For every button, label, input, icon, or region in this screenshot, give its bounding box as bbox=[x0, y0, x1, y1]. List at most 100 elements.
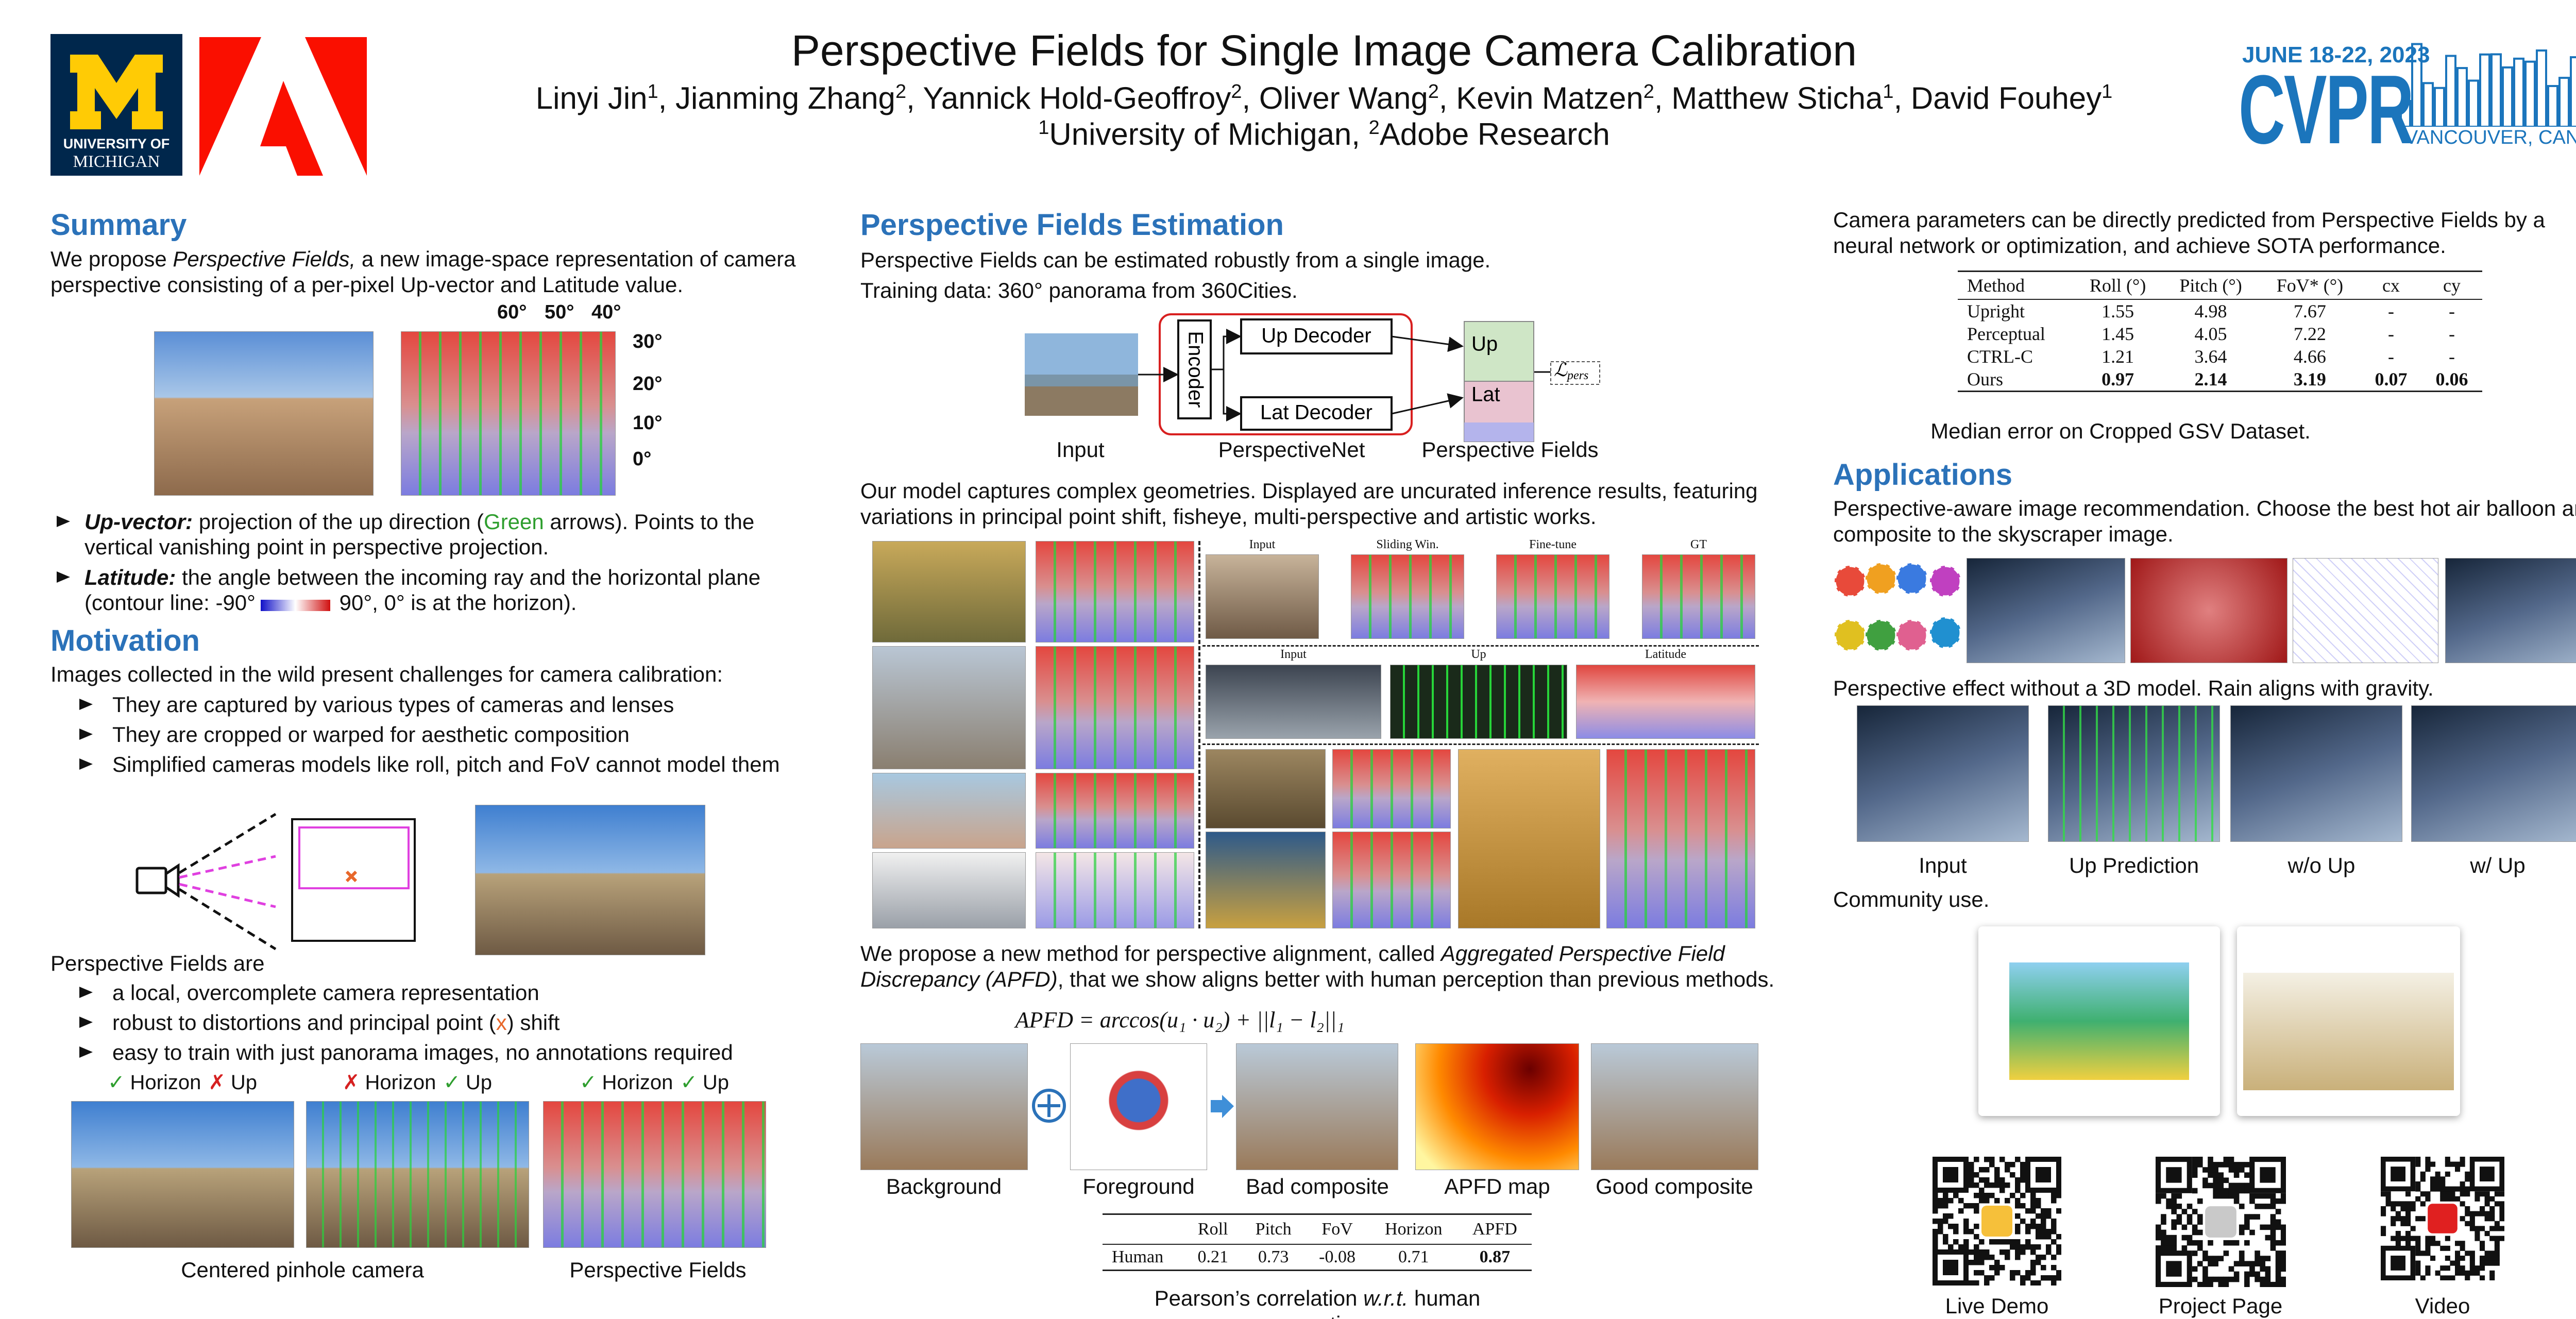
qr-module bbox=[2181, 1245, 2188, 1251]
table-cell: 4.98 bbox=[2194, 301, 2227, 322]
check-label: ✗ Horizon ✓ Up bbox=[289, 1070, 546, 1095]
qr-module bbox=[1969, 1177, 1974, 1183]
table-row: Upright 1.55 4.98 7.67 - - bbox=[1958, 299, 2482, 323]
qr-module bbox=[1969, 1249, 1974, 1255]
qr-module bbox=[1994, 1198, 2000, 1204]
qr-module bbox=[2420, 1275, 2426, 1280]
qr-module bbox=[2270, 1214, 2276, 1220]
qr-module bbox=[2228, 1266, 2234, 1272]
qr-module bbox=[2171, 1198, 2177, 1204]
qr-finder bbox=[2260, 1167, 2276, 1183]
qr-module bbox=[2385, 1196, 2391, 1202]
qr-module bbox=[2181, 1224, 2188, 1230]
table-cell: - bbox=[2448, 301, 2455, 322]
text: the angle between the incoming ray and t… bbox=[84, 565, 761, 615]
qr-module bbox=[2208, 1182, 2213, 1189]
qr-module bbox=[1979, 1255, 1985, 1260]
qr-module bbox=[2192, 1229, 2198, 1236]
qr-module bbox=[2430, 1241, 2436, 1246]
qr-module bbox=[2270, 1193, 2276, 1199]
qr-module bbox=[2244, 1276, 2250, 1282]
qr-module bbox=[2015, 1229, 2021, 1235]
check-mark: ✗ bbox=[342, 1071, 360, 1094]
qr-module bbox=[1963, 1239, 1969, 1245]
qr-module bbox=[2025, 1239, 2031, 1245]
qr-module bbox=[2218, 1193, 2224, 1199]
qr-module bbox=[2465, 1186, 2470, 1192]
author-affiliation: 2 bbox=[1231, 81, 1242, 103]
qr-module bbox=[2405, 1236, 2411, 1241]
balloon bbox=[1835, 618, 1867, 652]
qr-module bbox=[2275, 1266, 2281, 1272]
qr-module bbox=[2176, 1193, 2182, 1199]
qr-module bbox=[1974, 1208, 1979, 1214]
qr-module bbox=[2192, 1188, 2198, 1194]
building bbox=[2513, 57, 2524, 127]
qr-module bbox=[2489, 1216, 2495, 1222]
skyline bbox=[2401, 43, 2576, 127]
qr-code bbox=[2381, 1157, 2504, 1280]
qr-module bbox=[2010, 1239, 2015, 1245]
qr-module bbox=[2051, 1229, 2057, 1235]
umich-text: MICHIGAN bbox=[73, 153, 160, 171]
qr-module bbox=[2460, 1256, 2465, 1261]
qr-module bbox=[2475, 1270, 2480, 1276]
qr-icon bbox=[2428, 1204, 2458, 1233]
qr-module bbox=[2020, 1177, 2026, 1183]
image bbox=[2411, 705, 2576, 842]
qr-module bbox=[2197, 1281, 2203, 1287]
qr-module bbox=[2435, 1176, 2441, 1182]
building bbox=[2468, 79, 2479, 127]
qr-module bbox=[1979, 1177, 1985, 1183]
qr-module bbox=[2469, 1216, 2475, 1222]
qr-module bbox=[2046, 1234, 2052, 1240]
qr-module bbox=[1943, 1239, 1948, 1245]
qr-module bbox=[2223, 1157, 2229, 1162]
qr-module bbox=[1994, 1167, 2000, 1173]
table-cell: APFD bbox=[1458, 1214, 1532, 1245]
grid-label: Up bbox=[1471, 648, 1486, 661]
table-cell: Horizon bbox=[1369, 1214, 1458, 1245]
qr-module bbox=[2015, 1188, 2021, 1193]
qr-finder bbox=[2381, 1245, 2416, 1280]
qr-module bbox=[2202, 1276, 2208, 1282]
qr-module bbox=[2244, 1281, 2250, 1287]
qr-module bbox=[2228, 1240, 2234, 1246]
image bbox=[2293, 558, 2438, 663]
qr-module bbox=[2255, 1193, 2260, 1199]
image bbox=[1415, 1043, 1579, 1170]
qr-module bbox=[2208, 1276, 2213, 1282]
qr-module bbox=[2450, 1196, 2455, 1202]
qr-module bbox=[2020, 1280, 2026, 1286]
qr-module bbox=[2015, 1270, 2021, 1276]
qr-module bbox=[2265, 1276, 2271, 1282]
qr-module bbox=[2450, 1191, 2455, 1197]
qr-module bbox=[2187, 1214, 2193, 1220]
qr-module bbox=[2197, 1240, 2203, 1246]
qr-module bbox=[2280, 1281, 2286, 1287]
qr-module bbox=[2494, 1236, 2500, 1241]
qr-module bbox=[2484, 1196, 2490, 1202]
cvpr-location: VANCOUVER, CANADA bbox=[2405, 127, 2576, 148]
qr-module bbox=[2275, 1250, 2281, 1256]
qr-module bbox=[1958, 1208, 1964, 1214]
qr-module bbox=[2030, 1260, 2036, 1265]
qr-module bbox=[1953, 1224, 1959, 1229]
qr-module bbox=[2400, 1216, 2406, 1222]
qr-module bbox=[1933, 1203, 1938, 1209]
qr-module bbox=[2239, 1182, 2245, 1189]
umich-logo: UNIVERSITY OF MICHIGAN bbox=[50, 34, 182, 176]
qr-module bbox=[2020, 1275, 2026, 1281]
qr-module bbox=[2265, 1281, 2271, 1287]
qr-module bbox=[2415, 1181, 2421, 1187]
qr-module bbox=[1979, 1239, 1985, 1245]
image bbox=[306, 1101, 529, 1248]
balloon bbox=[1895, 562, 1929, 596]
qr-module bbox=[1974, 1270, 1979, 1276]
table-cell: -0.08 bbox=[1319, 1247, 1355, 1266]
qr-module bbox=[1984, 1177, 1990, 1183]
degree-label: 0° bbox=[633, 448, 652, 470]
table-cell: - bbox=[2448, 324, 2455, 344]
image bbox=[2130, 558, 2287, 663]
qr-module bbox=[1974, 1203, 1979, 1209]
